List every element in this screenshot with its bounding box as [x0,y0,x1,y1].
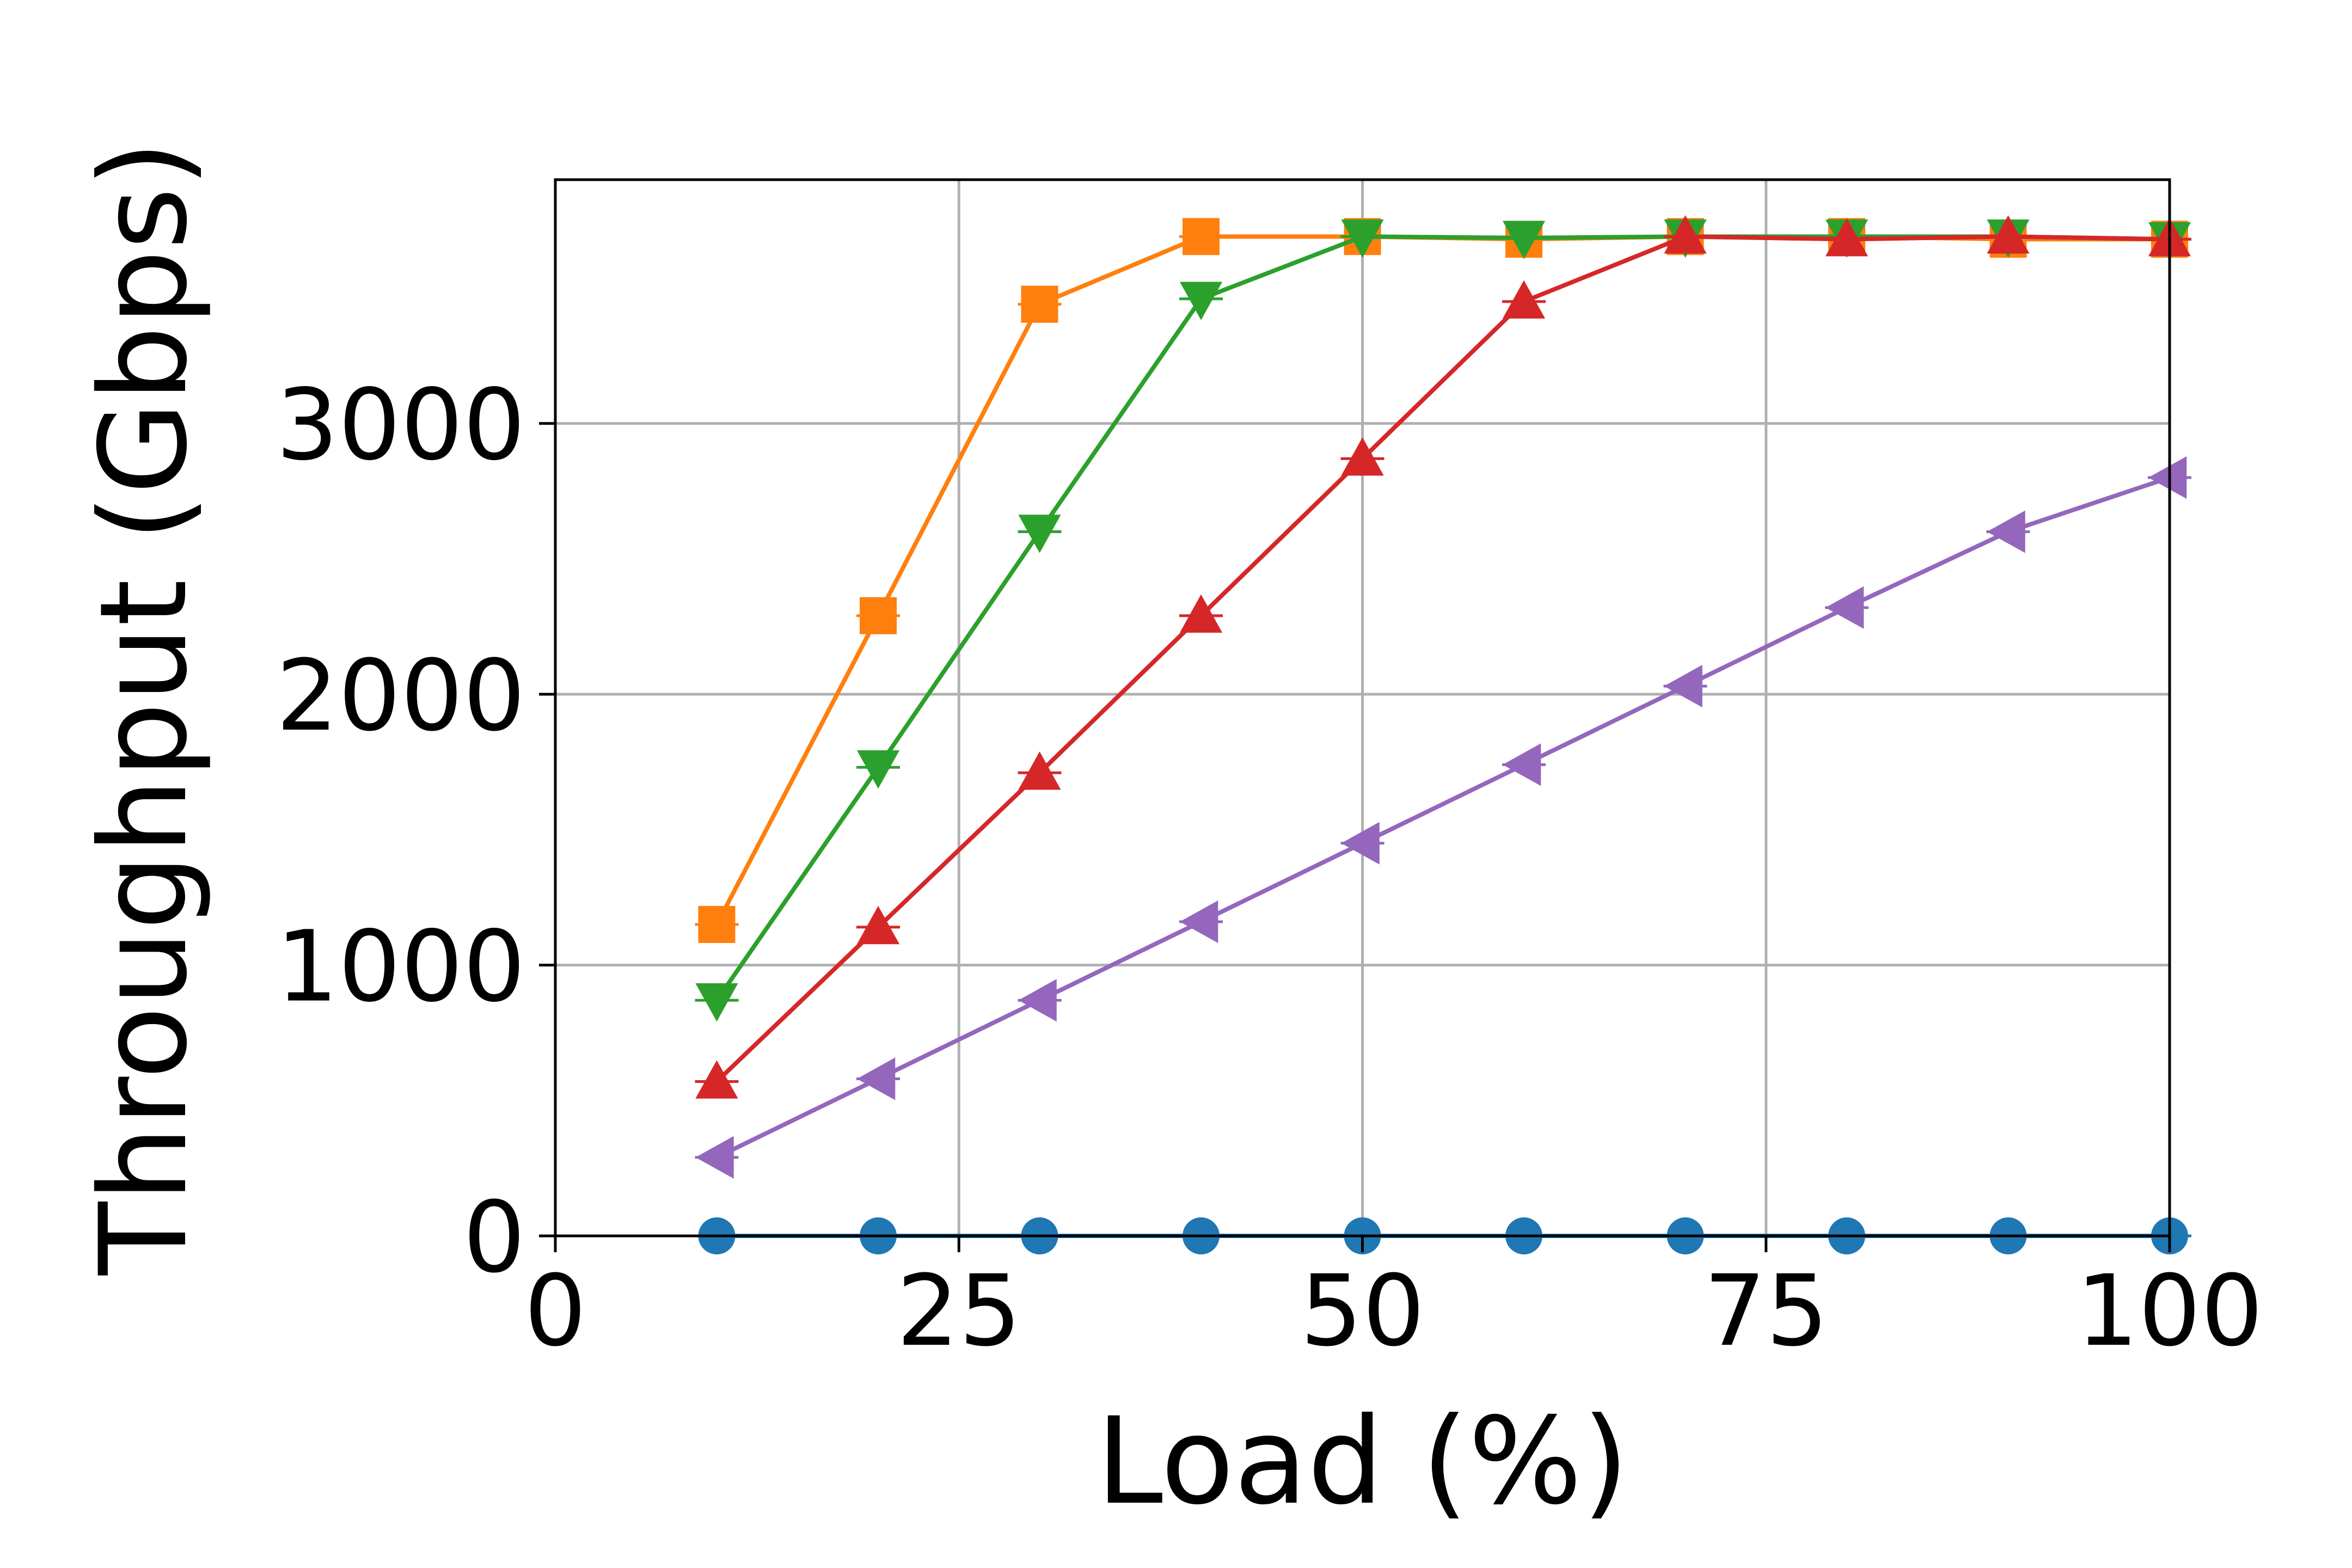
data-point [1018,514,1061,553]
data-point [1502,220,1546,260]
data-point [860,597,897,634]
data-point [856,1057,896,1100]
series-line [715,475,2171,1160]
data-point [1179,281,1223,320]
data-point [1502,743,1541,786]
data-point [695,983,738,1022]
data-point [1987,510,2025,553]
data-series [695,456,2191,1179]
data-point [1341,437,1384,476]
y-tick-label: 2000 [276,639,525,753]
data-point [1825,218,1869,256]
data-point [1018,979,1057,1022]
y-tick-label: 1000 [276,910,525,1024]
data-point [1179,594,1223,633]
series-line [715,234,2170,1083]
data-point [1987,215,2030,254]
x-tick-label: 75 [1704,1254,1828,1368]
x-tick-label: 25 [897,1254,1021,1368]
data-point [695,1136,734,1179]
data-point [1341,219,1384,258]
data-point [1183,218,1220,255]
data-point [1018,751,1061,790]
data-point [856,905,900,945]
data-point [1179,900,1218,944]
y-tick-label: 3000 [276,369,525,482]
data-point [856,750,900,789]
data-point [1664,215,1707,254]
data-point [698,905,736,943]
y-tick-label: 0 [463,1181,525,1295]
x-tick-label: 100 [2076,1254,2263,1368]
x-tick-label: 0 [524,1254,587,1368]
data-point [1021,285,1058,323]
data-point [1341,822,1380,865]
data-point [2148,456,2187,499]
data-point [695,1060,738,1099]
data-point [1502,280,1546,319]
x-tick-label: 50 [1300,1254,1425,1368]
grid-lines [555,180,2170,1236]
data-series [695,215,2191,1099]
x-axis-label: Load (%) [1096,1392,1628,1531]
data-point [1825,586,1864,629]
y-axis-label: Throughput (Gbps) [74,140,213,1276]
data-point [1664,665,1702,708]
